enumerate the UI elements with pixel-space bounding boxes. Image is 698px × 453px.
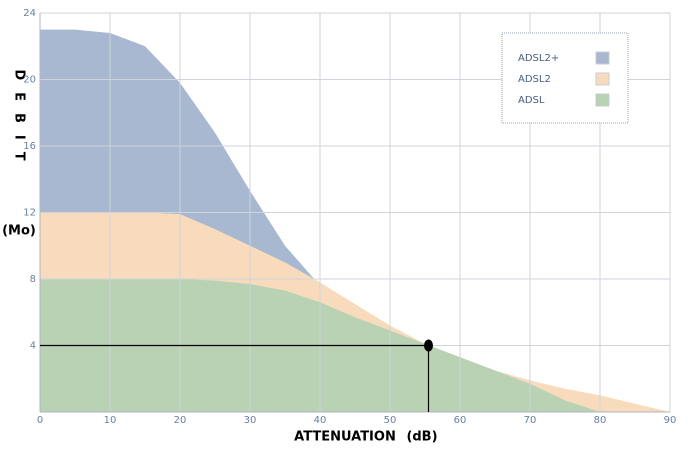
y-tick-label: 16 xyxy=(23,141,36,152)
y-tick-label: 12 xyxy=(23,208,36,219)
x-tick-label: 60 xyxy=(454,415,467,426)
x-tick-label: 70 xyxy=(524,415,537,426)
x-unit: (dB) xyxy=(406,430,437,445)
x-tick-label: 0 xyxy=(37,415,43,426)
y-tick-label: 8 xyxy=(30,274,36,285)
x-tick-label: 80 xyxy=(594,415,607,426)
legend: ADSL2+ ADSL2 ADSL xyxy=(501,32,629,124)
x-tick-label: 50 xyxy=(384,415,397,426)
legend-swatch xyxy=(595,93,610,107)
x-tick-label: 90 xyxy=(664,415,677,426)
y-tick-label: 4 xyxy=(30,341,36,352)
legend-label: ADSL2 xyxy=(518,74,551,85)
legend-label: ADSL xyxy=(518,95,545,106)
legend-box xyxy=(501,32,629,124)
x-label: ATTENUATION xyxy=(294,430,396,445)
x-tick-label: 10 xyxy=(104,415,117,426)
marker-point xyxy=(424,339,433,352)
y-unit: (Mo) xyxy=(2,224,36,239)
legend-label: ADSL2+ xyxy=(518,53,559,64)
x-tick-label: 30 xyxy=(244,415,257,426)
x-tick-label: 40 xyxy=(314,415,327,426)
legend-swatch xyxy=(595,72,610,86)
y-label: DEBIT xyxy=(12,69,27,172)
y-tick-label: 24 xyxy=(23,8,36,19)
x-tick-label: 20 xyxy=(174,415,187,426)
y-label-text: DEBIT xyxy=(12,69,27,172)
legend-swatch xyxy=(595,51,610,65)
y-tick-label: 20 xyxy=(23,75,36,86)
